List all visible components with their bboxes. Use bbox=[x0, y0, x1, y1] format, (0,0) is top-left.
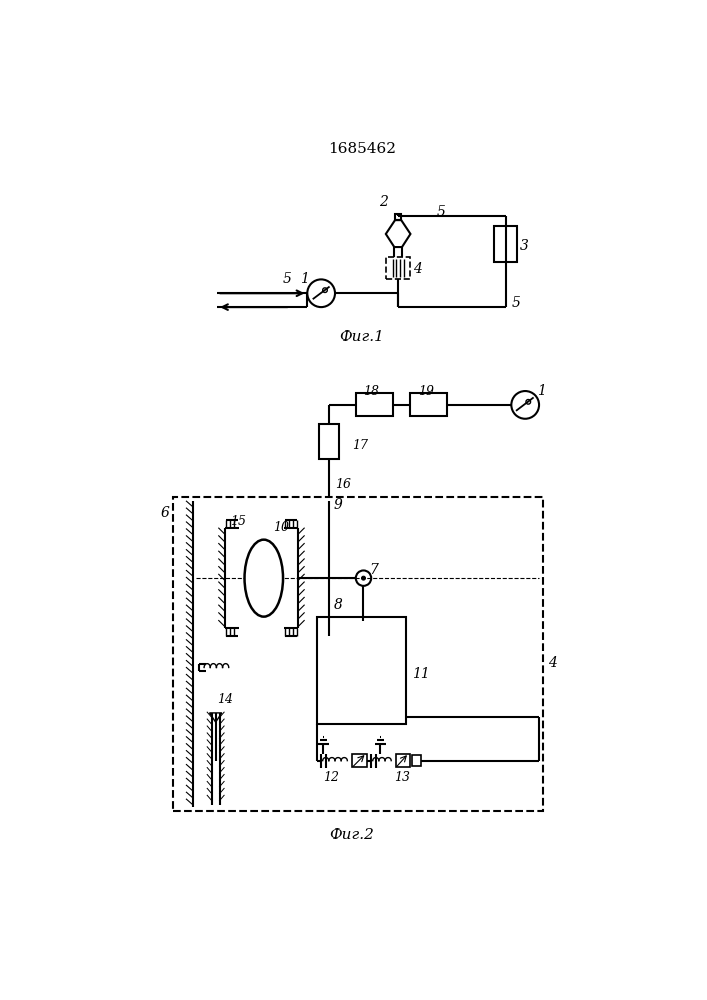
Circle shape bbox=[361, 576, 366, 580]
Text: 4: 4 bbox=[414, 262, 422, 276]
Text: 17: 17 bbox=[352, 439, 368, 452]
Bar bbox=[494, 226, 518, 262]
Text: 13: 13 bbox=[395, 771, 410, 784]
Circle shape bbox=[356, 570, 371, 586]
Text: 14: 14 bbox=[217, 693, 233, 706]
Text: Фиг.1: Фиг.1 bbox=[339, 330, 385, 344]
Ellipse shape bbox=[245, 540, 283, 617]
Text: 18: 18 bbox=[363, 385, 380, 398]
Bar bbox=[173, 497, 543, 811]
Bar bbox=[356, 393, 393, 416]
Circle shape bbox=[322, 288, 327, 292]
Polygon shape bbox=[209, 713, 222, 722]
Text: 5: 5 bbox=[512, 296, 521, 310]
Text: 15: 15 bbox=[230, 515, 246, 528]
Bar bbox=[317, 617, 406, 724]
Text: 5: 5 bbox=[283, 272, 291, 286]
Text: 4: 4 bbox=[549, 656, 557, 670]
Text: 1: 1 bbox=[300, 272, 308, 286]
Text: 8: 8 bbox=[334, 598, 342, 612]
Bar bbox=[412, 755, 421, 766]
Bar bbox=[409, 393, 447, 416]
Text: 6: 6 bbox=[161, 506, 170, 520]
Text: 10: 10 bbox=[273, 521, 288, 534]
Circle shape bbox=[308, 279, 335, 307]
Text: 11: 11 bbox=[412, 667, 430, 681]
Bar bbox=[319, 424, 339, 459]
Text: 5: 5 bbox=[437, 205, 445, 219]
Text: 7: 7 bbox=[370, 563, 378, 577]
Text: 9: 9 bbox=[334, 498, 342, 512]
Circle shape bbox=[526, 400, 530, 404]
Text: 3: 3 bbox=[520, 239, 529, 253]
Text: Фиг.2: Фиг.2 bbox=[329, 828, 375, 842]
Text: 1: 1 bbox=[537, 384, 546, 398]
Bar bbox=[395, 214, 402, 220]
Bar bbox=[396, 754, 409, 767]
Text: 12: 12 bbox=[324, 771, 339, 784]
Text: 1685462: 1685462 bbox=[328, 142, 396, 156]
Text: 2: 2 bbox=[379, 195, 387, 209]
Circle shape bbox=[511, 391, 539, 419]
Polygon shape bbox=[386, 220, 411, 247]
Bar bbox=[386, 257, 411, 279]
Text: 16: 16 bbox=[335, 478, 351, 491]
Bar bbox=[352, 754, 368, 767]
Text: 19: 19 bbox=[418, 385, 434, 398]
